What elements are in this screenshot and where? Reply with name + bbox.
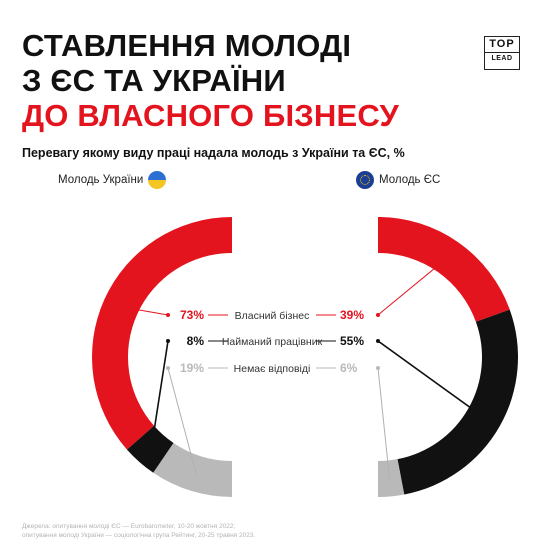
category-label-2: Найманий працівник xyxy=(222,336,323,348)
eu-value-label-2: 55% xyxy=(340,334,364,348)
ukraine-value-label-3: 19% xyxy=(180,361,204,375)
ukraine-leader-dot-3 xyxy=(166,366,170,370)
eu-value-label-1: 39% xyxy=(340,308,364,322)
ukraine-segment-2 xyxy=(126,425,174,473)
eu-segment-1 xyxy=(378,217,510,322)
eu-value-label-3: 6% xyxy=(340,361,358,375)
top-lead-logo: TOP LEAD xyxy=(484,36,520,70)
ukraine-leader-line-1 xyxy=(120,306,169,316)
source-line-1: Джерела: опитування молоді ЄС — Eurobaro… xyxy=(22,523,236,530)
ukraine-value-label-1: 73% xyxy=(180,308,204,322)
eu-leader-dot-1 xyxy=(376,313,380,317)
ukraine-leader-dot-2 xyxy=(166,339,170,343)
eu-segment-2 xyxy=(397,309,518,495)
ukraine-leader-line-2 xyxy=(150,340,169,449)
legend-ukraine-label: Молодь України xyxy=(58,174,144,186)
eu-flag-icon xyxy=(356,171,374,189)
legend-eu-label: Молодь ЄС xyxy=(379,174,441,186)
title-line-2: З ЄС ТА УКРАЇНИ xyxy=(22,63,286,98)
legend-eu: Молодь ЄС xyxy=(356,171,440,189)
eu-leader-dot-3 xyxy=(376,366,380,370)
legend-ukraine: Молодь України xyxy=(58,171,167,189)
ukraine-leader-dot-1 xyxy=(166,313,170,317)
eu-leader-dot-2 xyxy=(376,339,380,343)
eu-leader-line-2 xyxy=(377,340,485,419)
ukraine-value-label-2: 8% xyxy=(187,334,205,348)
ukraine-flag-icon xyxy=(148,171,167,189)
ukraine-segment-3 xyxy=(153,443,232,497)
category-label-3: Немає відповіді xyxy=(234,363,311,375)
category-label-1: Власний бізнес xyxy=(235,310,310,322)
logo-bottom-text: LEAD xyxy=(485,52,519,65)
ukraine-segment-1 xyxy=(92,217,232,450)
ukraine-leader-line-3 xyxy=(167,367,197,474)
eu-leader-line-3 xyxy=(377,367,390,479)
eu-leader-line-1 xyxy=(377,256,449,316)
source-footnote: Джерела: опитування молоді ЄС — Eurobaro… xyxy=(22,522,255,540)
chart-subtitle: Перевагу якому виду праці надала молодь … xyxy=(22,146,405,160)
eu-segment-3 xyxy=(378,459,405,497)
source-line-2: опитування молоді України — соціологічна… xyxy=(22,532,256,539)
title-line-1: СТАВЛЕННЯ МОЛОДІ xyxy=(22,28,352,63)
logo-top-text: TOP xyxy=(489,38,515,50)
page-title: СТАВЛЕННЯ МОЛОДІ З ЄС ТА УКРАЇНИ ДО ВЛАС… xyxy=(22,28,462,133)
title-line-3: ДО ВЛАСНОГО БІЗНЕСУ xyxy=(22,98,400,133)
